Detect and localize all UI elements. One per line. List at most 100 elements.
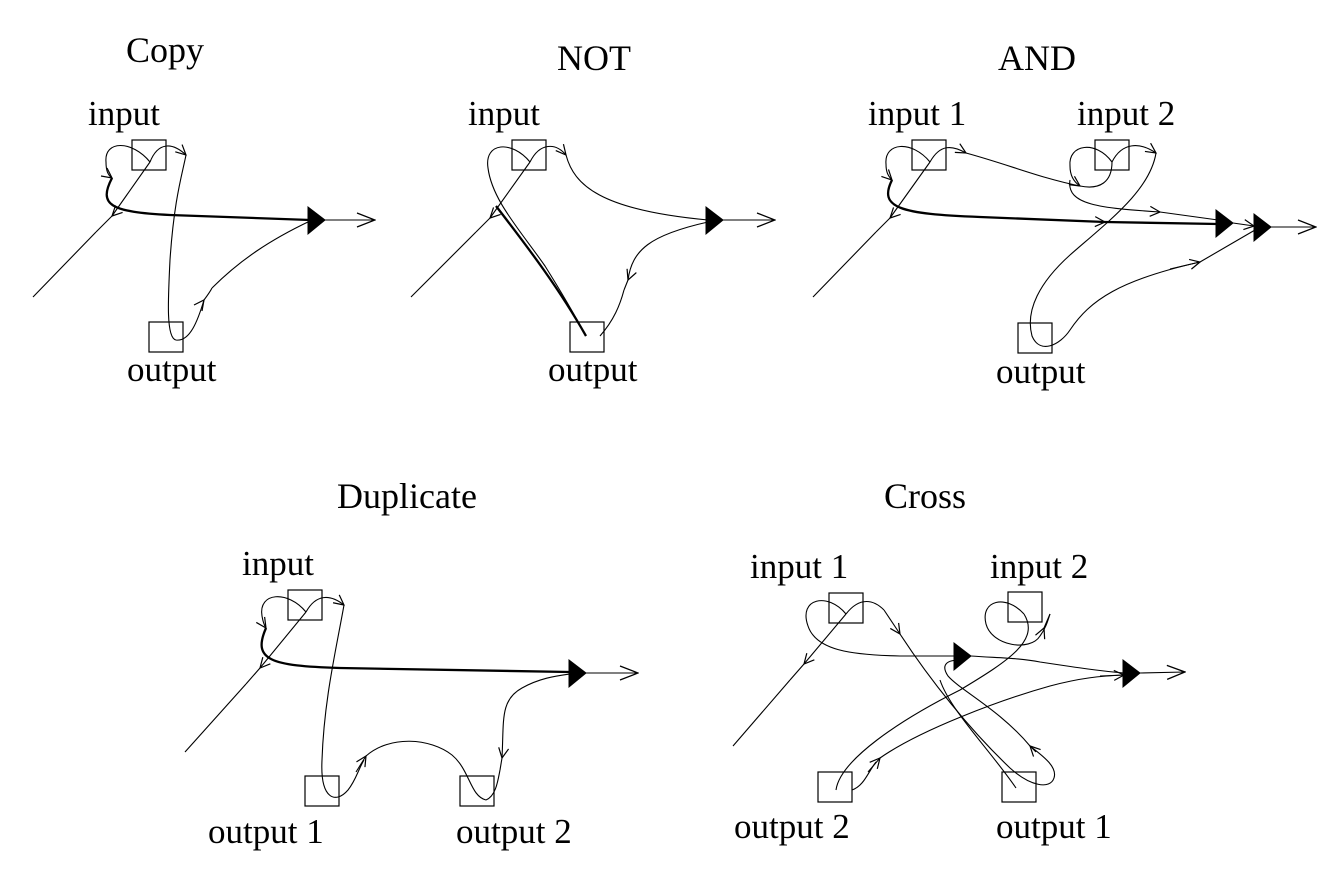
cross-output2-label: output 2 [734, 807, 850, 846]
duplicate-output2-label: output 2 [456, 812, 572, 851]
and-input1-loop [886, 145, 931, 180]
cross-input2-box [1007, 591, 1043, 623]
cross-output1-arrow [1030, 746, 1036, 752]
and-merge-track [1069, 179, 1160, 212]
cross-output1-line [944, 659, 1031, 747]
duplicate-input-right [305, 597, 344, 613]
not-gate [705, 205, 724, 236]
copy-up-track [204, 287, 213, 300]
cross-gate-2 [1122, 658, 1141, 689]
not-title: NOT [557, 38, 631, 78]
duplicate-input-label: input [242, 544, 314, 583]
and-gate-1 [1215, 208, 1234, 239]
duplicate-gate [568, 658, 587, 689]
and-main-track [886, 179, 1105, 222]
cross-title: Cross [884, 476, 966, 516]
not-gadget: NOT input output [410, 38, 775, 389]
duplicate-output2-return [485, 769, 501, 801]
and-input2-box [1094, 139, 1130, 171]
cross-input2-label: input 2 [990, 547, 1088, 586]
and-entry-line [812, 231, 877, 298]
copy-down-track [167, 154, 205, 341]
cross-input2-line [835, 613, 1029, 791]
and-input2-loop [1070, 146, 1113, 186]
duplicate-title: Duplicate [337, 476, 477, 516]
not-output-return [599, 289, 625, 337]
duplicate-output1-label: output 1 [208, 812, 324, 851]
copy-gadget: Copy input output [32, 30, 375, 389]
cross-output2-arrow [867, 758, 880, 773]
duplicate-input-loop [262, 596, 307, 628]
cross-link-line [970, 655, 1125, 674]
duplicate-return-arrow [500, 758, 502, 771]
and-gate-2 [1253, 212, 1272, 243]
not-input-box [511, 139, 547, 171]
cross-input1-line [803, 613, 847, 665]
and-input2-inner [1079, 161, 1113, 188]
duplicate-output2-box [459, 775, 495, 807]
cross-exit-line [1139, 672, 1185, 673]
copy-main-track [105, 177, 311, 222]
cross-lower-arrow [1099, 675, 1124, 676]
copy-output-label: output [127, 350, 217, 389]
and-entry-arrow [875, 218, 890, 233]
cross-diag-track [899, 633, 1056, 786]
cross-entry-arrow [789, 664, 804, 681]
and-gadget: AND input 1 input 2 output [812, 38, 1316, 391]
cross-entry-line [732, 679, 791, 747]
cross-input1-right [845, 600, 885, 615]
and-return-track [1199, 229, 1256, 263]
cross-input1-box [828, 592, 864, 624]
cross-input2-arrow [1044, 613, 1051, 628]
and-output-label: output [996, 352, 1086, 391]
and-main-track-2 [1104, 220, 1219, 226]
cross-output1-box [1001, 771, 1037, 803]
not-input-label: input [468, 94, 540, 133]
not-input-right [529, 146, 566, 163]
not-entry-line [410, 231, 477, 298]
copy-title: Copy [126, 30, 204, 70]
cross-lower-track [879, 674, 1125, 759]
duplicate-main-track [260, 627, 571, 674]
and-title: AND [998, 38, 1076, 78]
cross-diag-arrow [883, 609, 900, 634]
duplicate-entry-line [184, 683, 247, 753]
duplicate-hump-arrow [355, 756, 366, 773]
not-input-line [489, 161, 531, 219]
not-output-label: output [548, 350, 638, 389]
and-merge-track-2 [1159, 211, 1219, 221]
and-return-arrow [1169, 262, 1200, 269]
cross-gate-1 [953, 641, 972, 672]
and-output-box [1017, 322, 1053, 354]
copy-input-loop-right [149, 146, 186, 163]
cross-second-path [939, 679, 1017, 789]
cross-output1-label: output 1 [996, 807, 1112, 846]
copy-entry-line [32, 231, 97, 298]
and-input2-label: input 2 [1077, 94, 1175, 133]
copy-output-box [148, 321, 184, 353]
and-input1-right [929, 148, 966, 163]
duplicate-output1-box [304, 775, 340, 807]
duplicate-hump [365, 740, 487, 801]
and-input1-box [911, 139, 947, 171]
and-down-track [1029, 152, 1201, 347]
and-upper-track [965, 152, 1081, 187]
not-input-loop [487, 146, 587, 337]
copy-gate [307, 205, 326, 236]
copy-return-track [211, 220, 311, 289]
and-input2-right [1111, 146, 1156, 163]
and-link-line [1232, 223, 1254, 226]
cross-input1-label: input 1 [750, 547, 848, 586]
duplicate-gadget: Duplicate input output 1 output 2 [184, 476, 638, 851]
not-output-box [569, 321, 605, 353]
cross-input1-loop [805, 600, 955, 657]
cross-output2-box [817, 771, 853, 803]
copy-input-loop [106, 145, 151, 179]
duplicate-entry-arrow [245, 668, 260, 685]
copy-entry-line-2 [95, 216, 112, 233]
and-input1-label: input 1 [868, 94, 966, 133]
copy-input-label: input [88, 94, 160, 133]
cross-gadget: Cross input 1 input 2 output 2 output 1 [732, 476, 1185, 846]
copy-input-box [131, 139, 167, 171]
